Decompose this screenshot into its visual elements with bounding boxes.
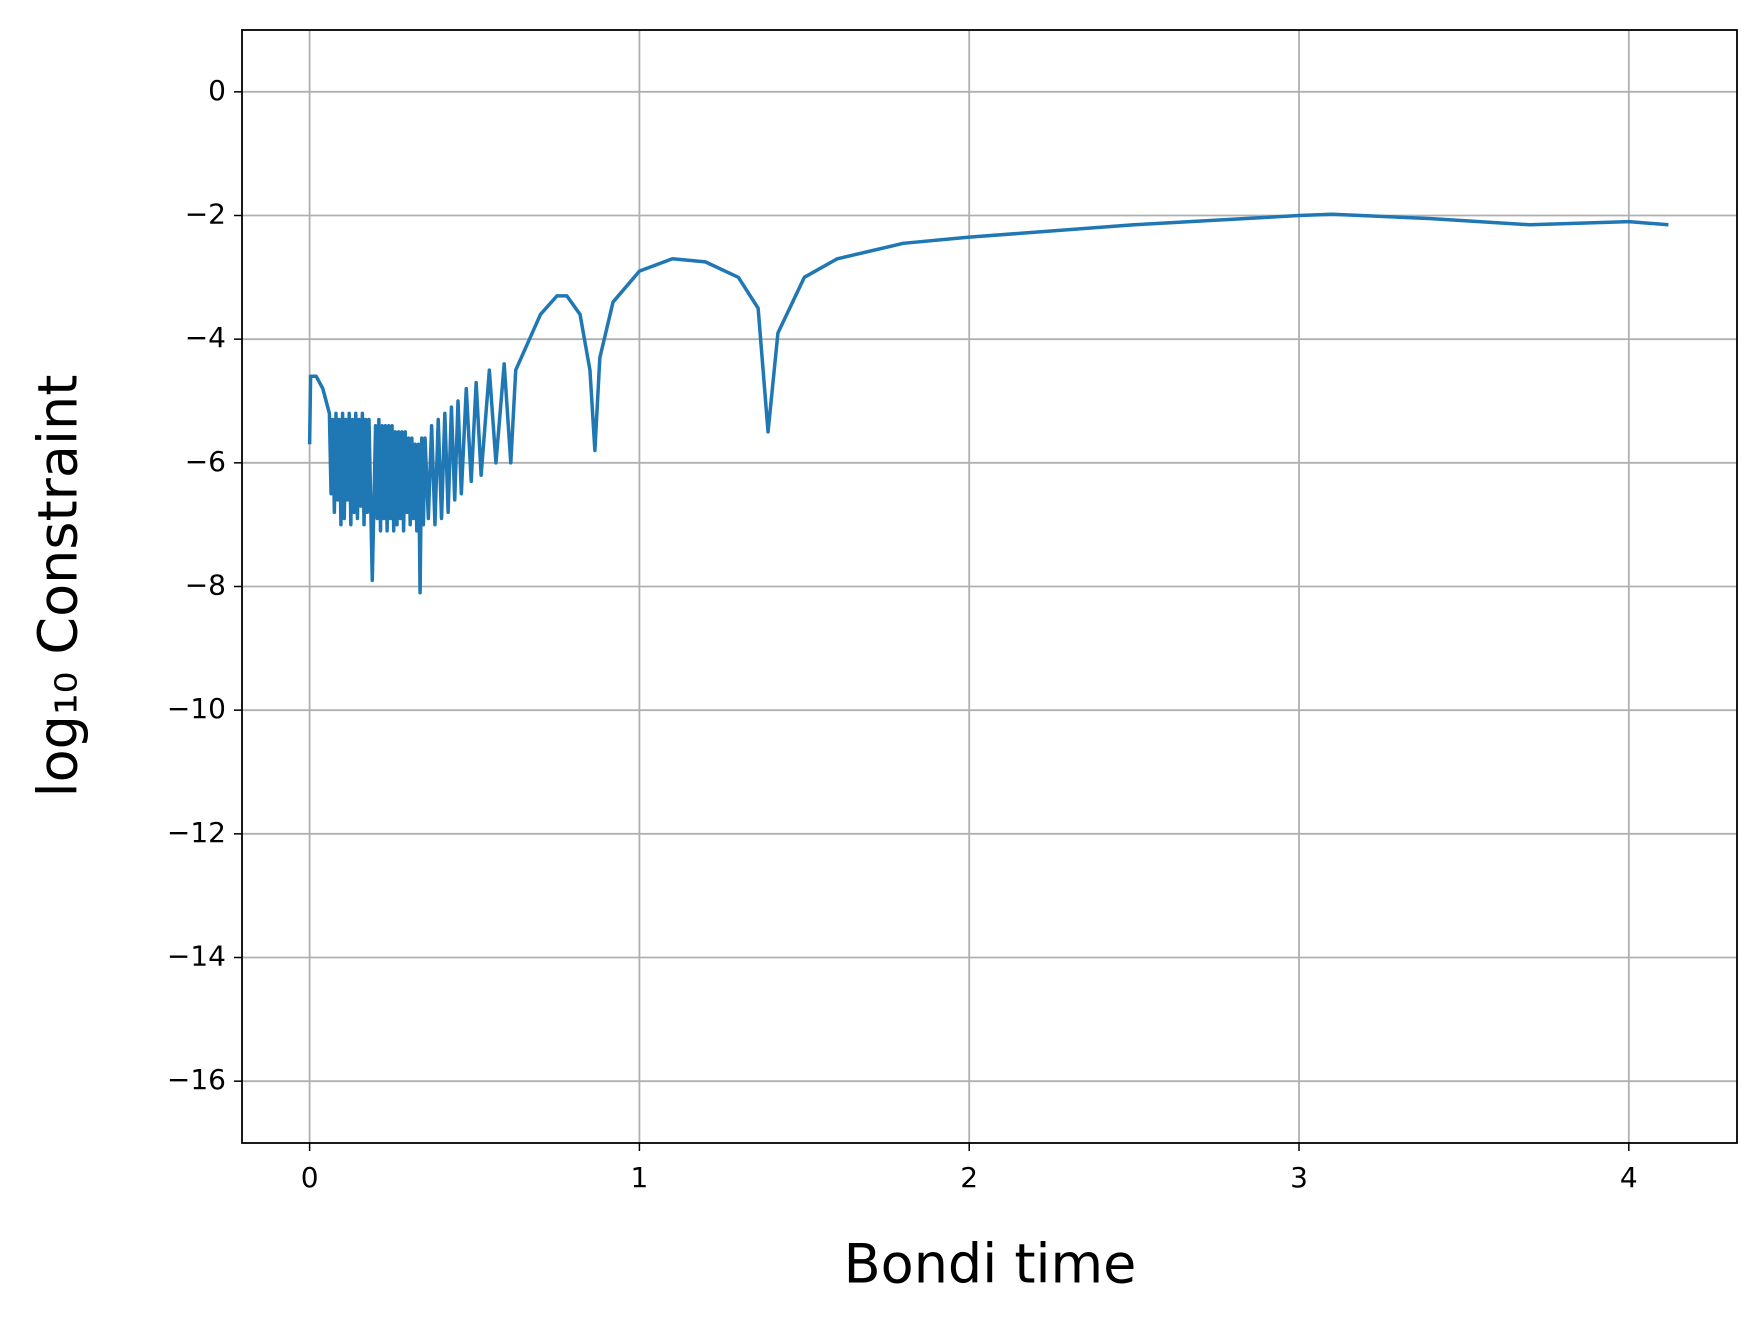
- x-tick-label: 3: [1290, 1161, 1308, 1194]
- y-tick-label: −12: [167, 816, 226, 849]
- plot-frame: [241, 29, 1738, 1144]
- y-tick-label: −10: [167, 692, 226, 725]
- y-tick-label: −16: [167, 1063, 226, 1096]
- y-tick-label: −14: [167, 940, 226, 973]
- data-line: [307, 212, 1669, 595]
- y-tick-label: −2: [185, 198, 226, 231]
- x-tick-label: 2: [960, 1161, 978, 1194]
- x-axis-label: Bondi time: [844, 1233, 1137, 1296]
- y-tick-label: −8: [185, 569, 226, 602]
- x-tick-label: 1: [630, 1161, 648, 1194]
- y-axis-label: log₁₀ Constraint: [27, 375, 90, 798]
- y-tick-label: 0: [208, 74, 226, 107]
- y-tick-label: −6: [185, 445, 226, 478]
- x-tick-label: 4: [1620, 1161, 1638, 1194]
- y-tick-label: −4: [185, 321, 226, 354]
- x-tick-label: 0: [301, 1161, 319, 1194]
